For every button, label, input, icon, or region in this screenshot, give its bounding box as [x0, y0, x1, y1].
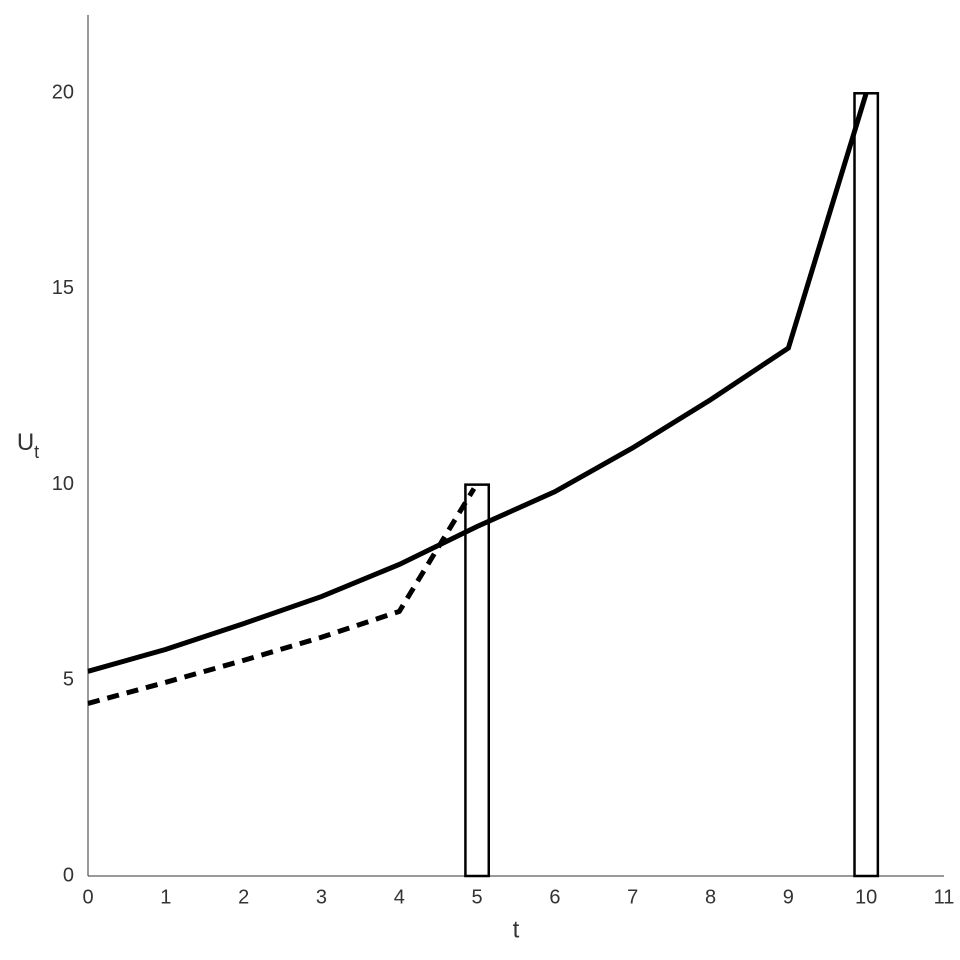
- x-tick-label: 1: [160, 886, 171, 908]
- x-tick-label: 11: [934, 886, 955, 908]
- y-tick-label: 10: [52, 473, 74, 495]
- y-tick-label: 15: [52, 277, 74, 299]
- x-tick-label: 4: [394, 886, 405, 908]
- y-tick-label: 20: [52, 82, 74, 104]
- y-axis-label: Ut: [17, 429, 39, 461]
- line: [87, 487, 477, 706]
- bar: [464, 483, 491, 878]
- x-tick-label: 8: [705, 886, 716, 908]
- x-tick-label: 10: [855, 886, 877, 908]
- x-tick-label: 0: [82, 886, 93, 908]
- x-tick-label: 5: [472, 886, 483, 908]
- x-tick-label: 7: [627, 886, 638, 908]
- x-tick-label: 2: [238, 886, 249, 908]
- x-tick-label: 6: [549, 886, 560, 908]
- bar: [853, 92, 880, 878]
- x-tick-label: 9: [783, 886, 794, 908]
- x-tick-label: 3: [316, 886, 327, 908]
- line: [87, 92, 869, 674]
- y-tick-label: 5: [63, 669, 74, 691]
- y-tick-label: 0: [63, 864, 74, 886]
- y-axis-label-subscript: t: [34, 442, 39, 462]
- y-axis-label-main: U: [17, 429, 34, 456]
- x-axis-label: t: [513, 916, 520, 943]
